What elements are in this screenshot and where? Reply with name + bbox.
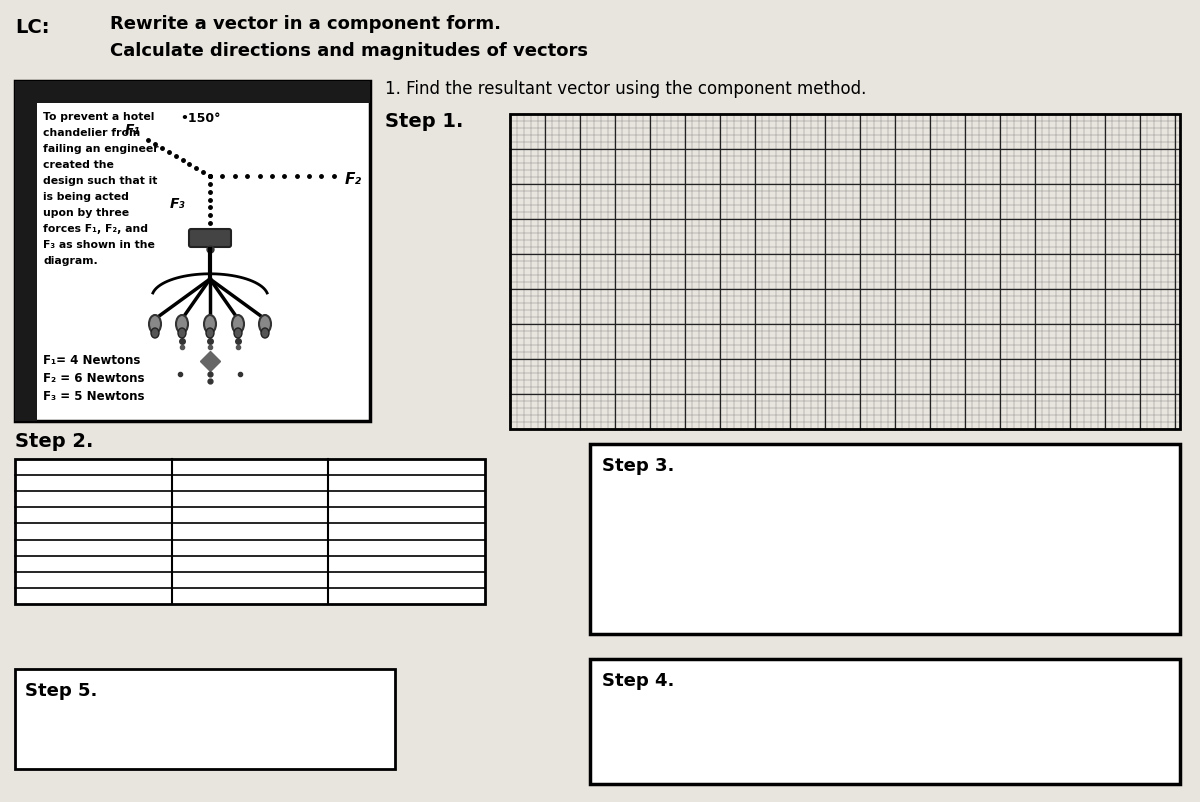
Bar	[14, 460, 485, 604]
Text: forces F₁, F₂, and: forces F₁, F₂, and	[43, 224, 148, 233]
Ellipse shape	[232, 316, 244, 334]
Text: diagram.: diagram.	[43, 256, 97, 265]
Bar	[37, 104, 368, 419]
Ellipse shape	[204, 316, 216, 334]
Ellipse shape	[151, 329, 158, 338]
Text: Step 4.: Step 4.	[602, 671, 674, 689]
Text: F₃ as shown in the: F₃ as shown in the	[43, 240, 155, 249]
Text: Step 5.: Step 5.	[25, 681, 97, 699]
Text: F₃ = 5 Newtons: F₃ = 5 Newtons	[43, 390, 144, 403]
Ellipse shape	[206, 329, 214, 338]
Bar	[590, 659, 1180, 784]
Ellipse shape	[149, 316, 161, 334]
Ellipse shape	[176, 316, 188, 334]
Text: Step 2.: Step 2.	[14, 431, 94, 451]
Text: Step 1.: Step 1.	[385, 111, 463, 131]
Ellipse shape	[262, 329, 269, 338]
Text: LC:: LC:	[14, 18, 49, 37]
Text: design such that it: design such that it	[43, 176, 157, 186]
Text: F₂ = 6 Newtons: F₂ = 6 Newtons	[43, 371, 144, 384]
Text: Calculate directions and magnitudes of vectors: Calculate directions and magnitudes of v…	[110, 42, 588, 60]
Text: F₁: F₁	[125, 123, 140, 136]
Bar	[14, 669, 395, 769]
Bar	[14, 82, 37, 422]
Bar	[510, 115, 1180, 429]
Ellipse shape	[259, 316, 271, 334]
Text: •150°: •150°	[180, 111, 221, 125]
Text: 1. Find the resultant vector using the component method.: 1. Find the resultant vector using the c…	[385, 80, 866, 98]
Text: created the: created the	[43, 160, 114, 170]
Text: To prevent a hotel: To prevent a hotel	[43, 111, 155, 122]
Text: is being acted: is being acted	[43, 192, 128, 202]
Ellipse shape	[178, 329, 186, 338]
Text: F₂: F₂	[346, 172, 362, 187]
Bar	[14, 82, 370, 422]
Text: chandelier from: chandelier from	[43, 128, 140, 138]
Ellipse shape	[234, 329, 242, 338]
Text: Step 3.: Step 3.	[602, 456, 674, 475]
Text: failing an engineer: failing an engineer	[43, 144, 158, 154]
Bar	[14, 82, 370, 104]
Text: upon by three: upon by three	[43, 208, 130, 217]
Text: Rewrite a vector in a component form.: Rewrite a vector in a component form.	[110, 15, 502, 33]
Bar	[590, 444, 1180, 634]
Text: F₁= 4 Newtons: F₁= 4 Newtons	[43, 354, 140, 367]
FancyBboxPatch shape	[190, 229, 230, 248]
Text: F₃: F₃	[169, 197, 185, 211]
